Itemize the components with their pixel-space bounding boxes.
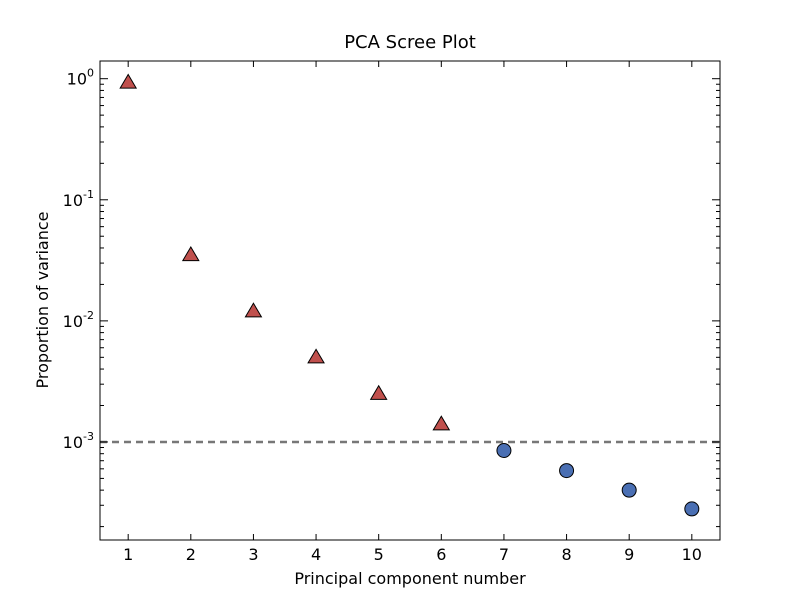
x-tick-label: 9 bbox=[624, 545, 634, 564]
x-tick-label: 5 bbox=[374, 545, 384, 564]
x-tick-label: 10 bbox=[682, 545, 702, 564]
x-tick-label: 6 bbox=[436, 545, 446, 564]
y-tick-label: 10-3 bbox=[63, 430, 94, 452]
y-tick-label: 100 bbox=[67, 67, 94, 89]
triangle-point bbox=[369, 384, 388, 400]
x-tick-label: 4 bbox=[311, 545, 321, 564]
axis-ticks: 1 2 3 4 5 6 7 8 9 10 100 10-1 10-2 10-3 bbox=[63, 61, 720, 564]
data-points bbox=[119, 73, 700, 517]
circle-point bbox=[559, 463, 575, 479]
triangle-point bbox=[244, 302, 263, 318]
triangle-point bbox=[432, 415, 451, 431]
x-tick-label: 1 bbox=[123, 545, 133, 564]
circle-point bbox=[621, 482, 637, 498]
circle-point bbox=[684, 501, 700, 517]
y-tick-label: 10-1 bbox=[63, 188, 94, 210]
triangle-point bbox=[307, 348, 325, 364]
triangle-point bbox=[181, 246, 200, 262]
triangle-point bbox=[119, 73, 138, 89]
x-tick-label: 2 bbox=[186, 545, 196, 564]
y-axis-label: Proportion of variance bbox=[33, 211, 52, 388]
circle-point bbox=[496, 443, 512, 459]
x-tick-label: 8 bbox=[561, 545, 571, 564]
x-tick-label: 7 bbox=[499, 545, 509, 564]
x-axis-label: Principal component number bbox=[294, 569, 526, 588]
x-tick-label: 3 bbox=[248, 545, 258, 564]
chart-title: PCA Scree Plot bbox=[344, 32, 476, 53]
y-tick-label: 10-2 bbox=[63, 309, 94, 331]
plot-frame bbox=[99, 60, 721, 541]
